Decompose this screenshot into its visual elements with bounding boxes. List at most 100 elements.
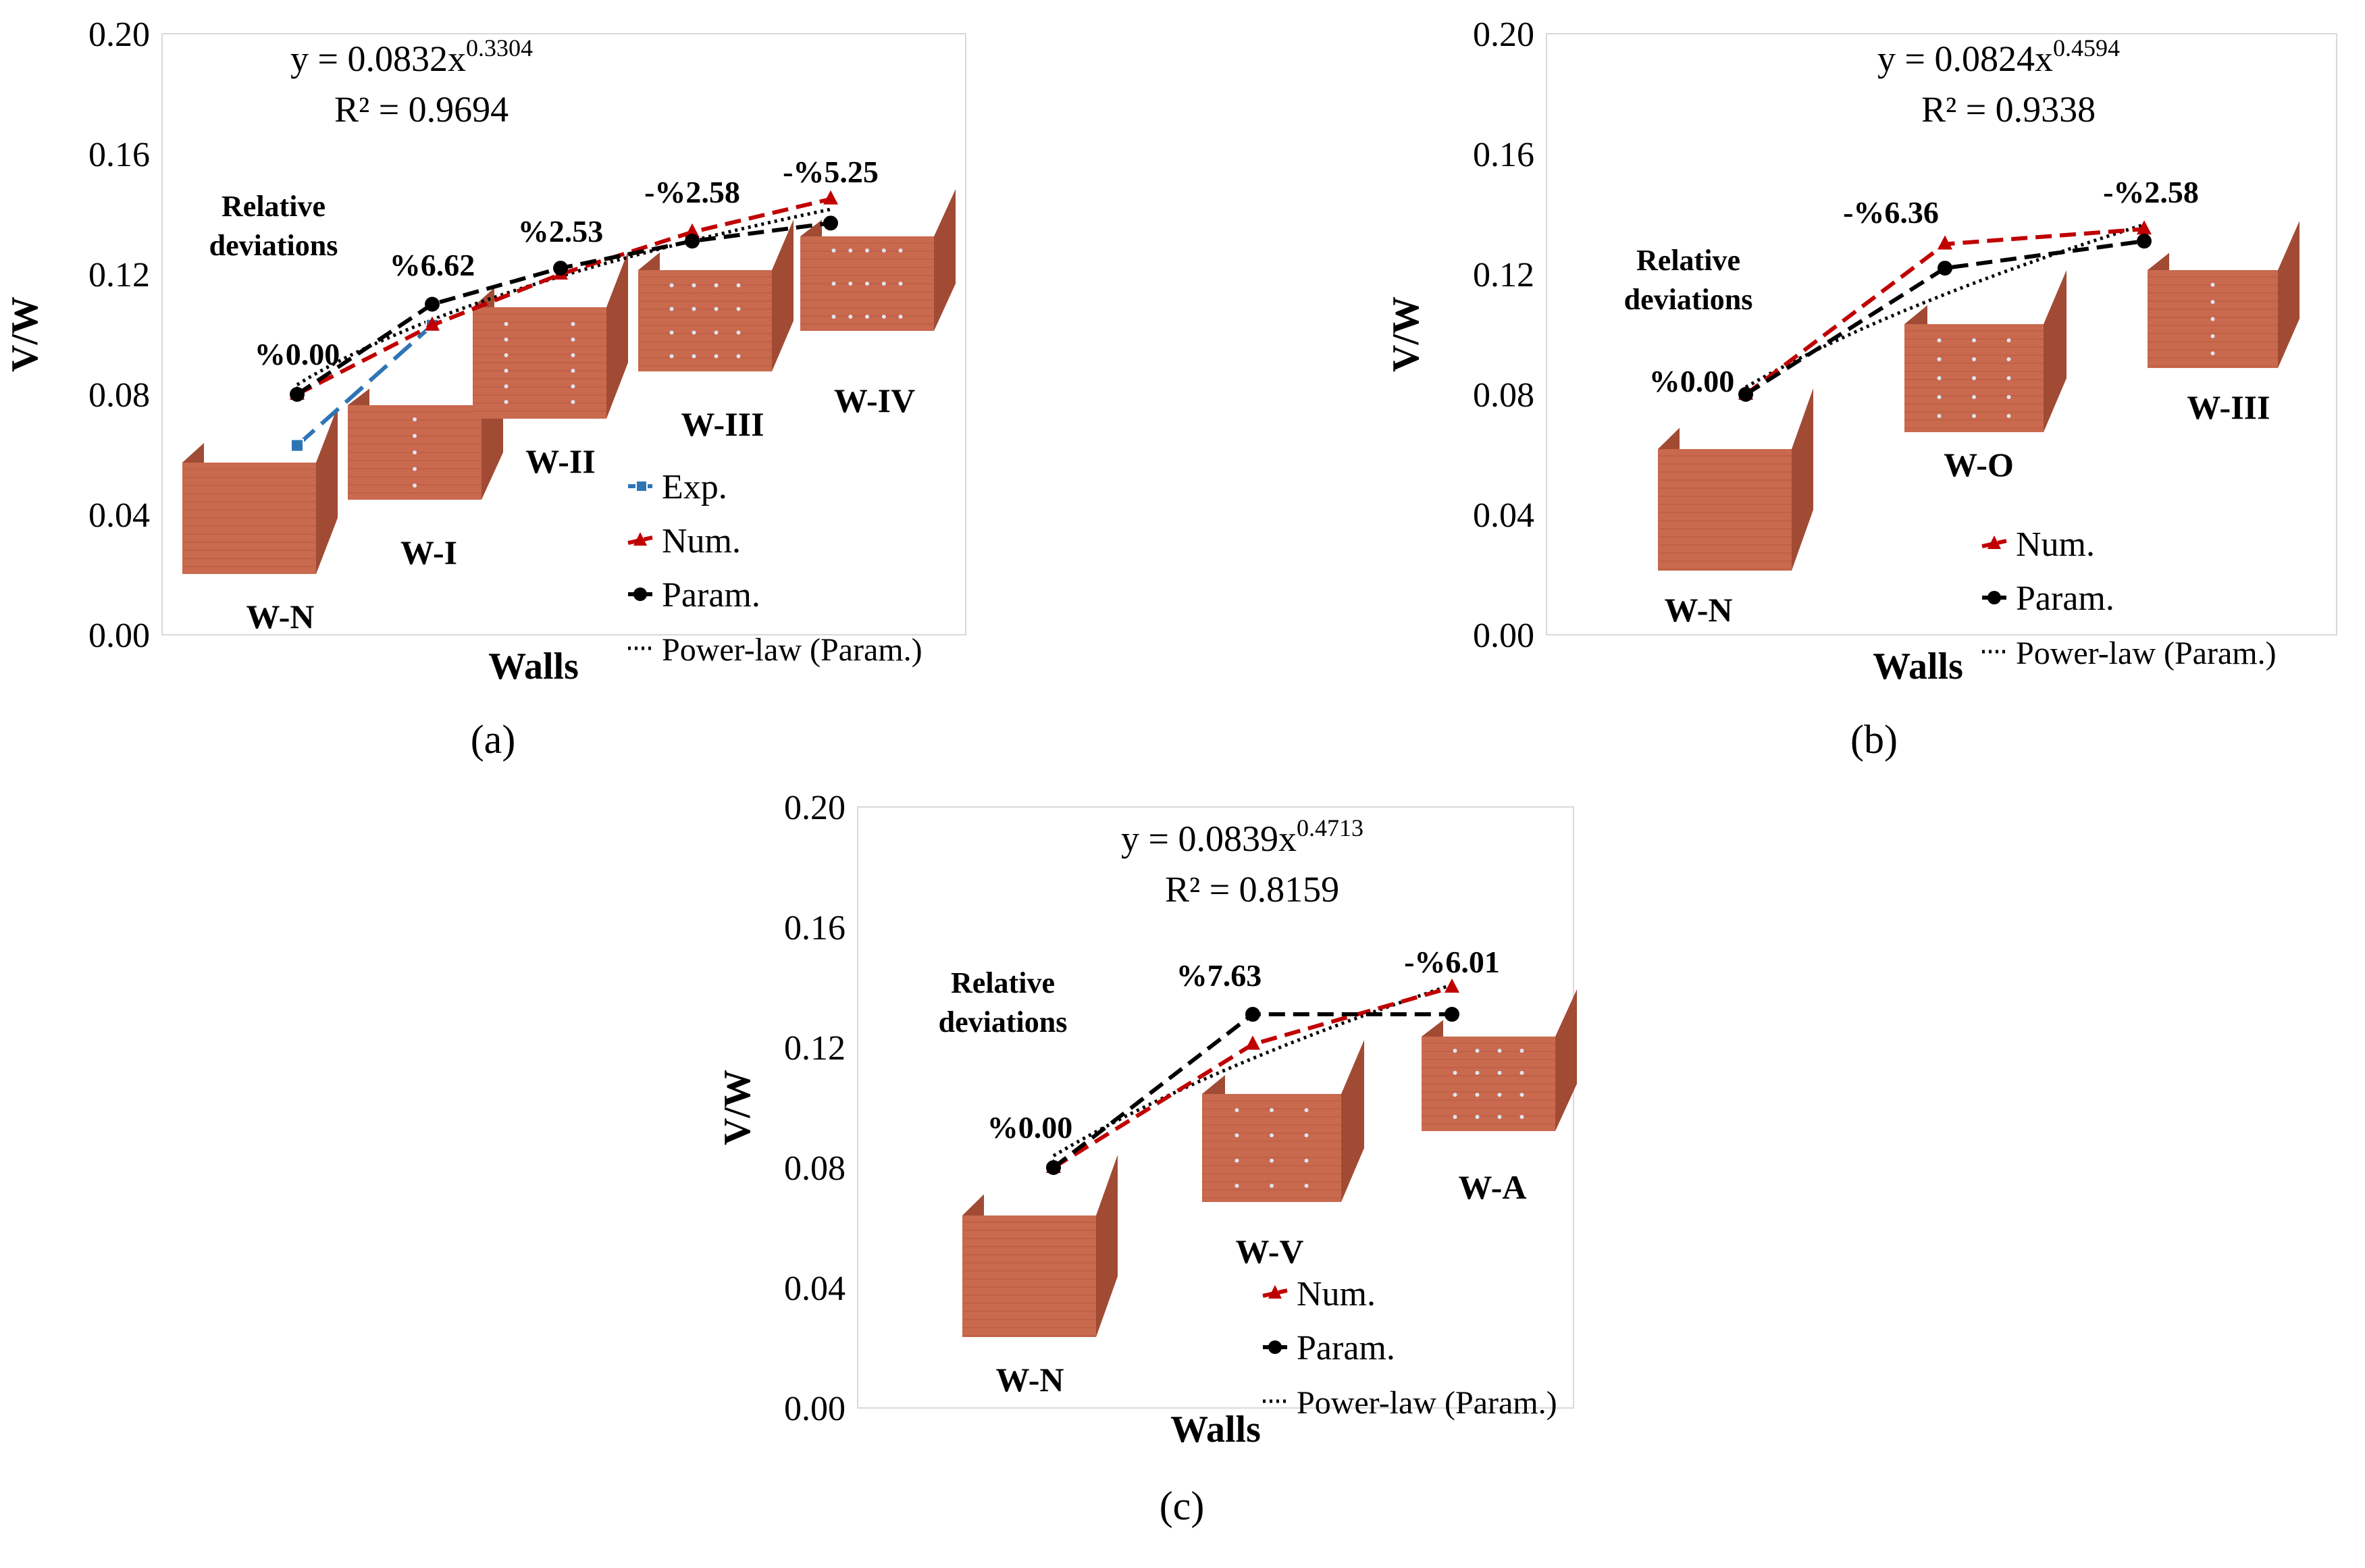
wall-w-ii-connector bbox=[571, 384, 575, 389]
legend-num-marker bbox=[633, 532, 647, 546]
wall-w-a-connector bbox=[1497, 1070, 1502, 1075]
wall-w-iii-connector bbox=[714, 330, 719, 335]
x-axis-label: Walls bbox=[488, 646, 579, 687]
legend-param-glyph bbox=[628, 587, 652, 601]
wall-w-iv-connector bbox=[881, 249, 886, 253]
wall-w-ii-connector bbox=[571, 353, 575, 357]
param-point bbox=[1046, 1160, 1061, 1175]
y-tick-label: 0.04 bbox=[784, 1270, 846, 1308]
legend-label: Power-law (Param.) bbox=[662, 632, 922, 668]
wall-w-o-connector bbox=[2006, 395, 2011, 399]
wall-w-iii-connector bbox=[2210, 317, 2215, 321]
y-tick-label: 0.08 bbox=[88, 376, 150, 415]
legend-label: Power-law (Param.) bbox=[1297, 1385, 1557, 1421]
deviation-label: %7.63 bbox=[1176, 958, 1262, 993]
wall-w-v-connector bbox=[1235, 1133, 1239, 1138]
num-point bbox=[1938, 235, 1952, 250]
wall-w-iv-connector bbox=[831, 282, 836, 286]
wall-w-iii-connector bbox=[736, 283, 741, 288]
wall-w-n-face bbox=[1658, 449, 1792, 571]
y-axis-label: V/W bbox=[4, 296, 46, 372]
wall-w-ii-courses bbox=[473, 313, 606, 412]
wall-w-iii-connector bbox=[736, 307, 741, 311]
wall-w-iv-connector bbox=[831, 315, 836, 319]
y-tick-label: 0.20 bbox=[88, 16, 150, 54]
wall-w-v-connector bbox=[1304, 1133, 1309, 1138]
y-tick-label: 0.04 bbox=[1473, 496, 1534, 535]
wall-w-iii-connector bbox=[669, 354, 674, 359]
deviation-title-line2: deviations bbox=[939, 1005, 1068, 1039]
wall-w-iii-connector bbox=[714, 307, 719, 311]
wall-w-iii-connector bbox=[736, 354, 741, 359]
legend-param-marker bbox=[633, 587, 647, 601]
deviation-label: -%2.58 bbox=[2103, 175, 2199, 209]
wall-w-ii-connectors bbox=[504, 321, 575, 404]
r-squared: R² = 0.9694 bbox=[334, 89, 509, 130]
legend-exp-marker bbox=[635, 480, 648, 492]
wall-w-a-connector bbox=[1475, 1070, 1480, 1075]
plot-area bbox=[161, 33, 966, 635]
legend-label: Exp. bbox=[662, 468, 727, 506]
wall-w-ii-connector bbox=[571, 369, 575, 373]
wall-w-iii-connector bbox=[692, 354, 696, 359]
y-tick-label: 0.00 bbox=[88, 617, 150, 655]
deviation-title-line2: deviations bbox=[209, 229, 338, 262]
wall-w-iv-right-wing bbox=[934, 189, 956, 331]
category-label: W-A bbox=[1459, 1168, 1527, 1206]
wall-w-a-connector bbox=[1519, 1115, 1524, 1119]
legend-label: Param. bbox=[662, 576, 760, 615]
wall-w-n bbox=[182, 407, 338, 574]
wall-w-ii-connector bbox=[504, 384, 509, 389]
y-tick-label: 0.00 bbox=[784, 1390, 846, 1428]
wall-w-iii-connector bbox=[692, 283, 696, 288]
legend-num-glyph bbox=[1981, 535, 2007, 549]
wall-w-o-connector bbox=[2006, 414, 2011, 418]
legend-num-marker bbox=[1987, 535, 2001, 549]
wall-w-iii-right-wing bbox=[2278, 221, 2299, 368]
wall-w-v-connector bbox=[1235, 1108, 1239, 1112]
wall-w-n-right-wing bbox=[316, 407, 338, 574]
wall-w-ii-connector bbox=[571, 337, 575, 342]
wall-w-i-connector bbox=[413, 434, 417, 438]
wall-w-v-connector bbox=[1270, 1184, 1274, 1188]
wall-w-n-right-wing bbox=[1096, 1155, 1118, 1337]
wall-w-iii-connector bbox=[669, 330, 674, 335]
wall-w-o-connectors bbox=[1937, 338, 2011, 418]
param-point bbox=[1245, 1007, 1260, 1022]
wall-w-iv-connector bbox=[831, 249, 836, 253]
wall-w-o-connector bbox=[1937, 338, 1942, 342]
trendline-equation: y = 0.0824x0.4594 bbox=[1877, 34, 2120, 79]
legend-label: Power-law (Param.) bbox=[2016, 635, 2277, 671]
wall-w-ii-connector bbox=[504, 337, 509, 342]
panel-label: (a) bbox=[471, 717, 516, 762]
wall-w-iii-right-wing bbox=[772, 219, 794, 371]
wall-w-v-courses bbox=[1202, 1100, 1341, 1199]
wall-w-iii-connector bbox=[692, 307, 696, 311]
legend-label: Num. bbox=[1297, 1275, 1376, 1313]
deviation-label: -%2.58 bbox=[644, 175, 740, 209]
wall-w-o-connector bbox=[1972, 357, 1976, 361]
wall-w-iv-connector bbox=[898, 282, 903, 286]
num-point bbox=[425, 316, 440, 331]
equation-base: y = 0.0839x bbox=[1121, 818, 1297, 859]
r-squared: R² = 0.9338 bbox=[1921, 89, 2096, 130]
wall-w-i bbox=[348, 358, 503, 500]
wall-w-o bbox=[1904, 270, 2067, 432]
num-point bbox=[1445, 978, 1459, 993]
wall-w-ii bbox=[473, 251, 628, 419]
y-axis-label: V/W bbox=[1385, 296, 1427, 372]
wall-w-a-connector bbox=[1519, 1070, 1524, 1075]
legend-num-line bbox=[627, 535, 653, 545]
wall-w-iv-connector bbox=[848, 249, 853, 253]
wall-w-iv-connector bbox=[898, 249, 903, 253]
wall-w-a-connector bbox=[1497, 1115, 1502, 1119]
wall-w-iv bbox=[800, 189, 956, 331]
param-point bbox=[425, 296, 440, 312]
deviation-label: -%5.25 bbox=[783, 155, 879, 189]
legend-param-glyph bbox=[1982, 591, 2006, 604]
y-tick-label: 0.00 bbox=[1473, 617, 1534, 655]
y-axis-label: V/W bbox=[717, 1070, 758, 1145]
plot-area bbox=[1546, 33, 2337, 635]
category-label: W-IV bbox=[834, 382, 915, 419]
